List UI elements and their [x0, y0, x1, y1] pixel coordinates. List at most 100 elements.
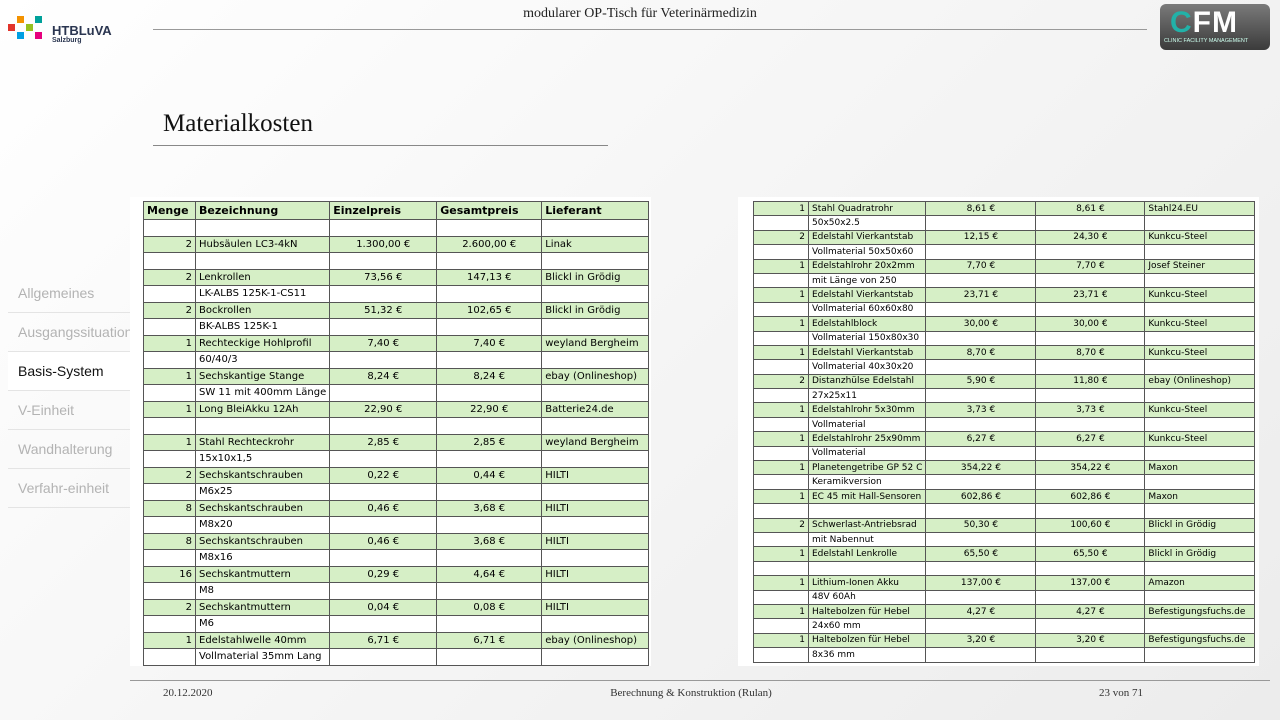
item-row: 2 Edelstahl Vierkantstab 12,15 €24,30 € Kun…: [753, 229, 1256, 246]
cell-detail: Keramikversion: [807, 474, 927, 490]
nav-item[interactable]: Wandhalterung: [8, 430, 130, 469]
cell-detail: [753, 531, 809, 548]
cell-detail: [436, 417, 543, 435]
cell-detail: [1035, 503, 1146, 519]
cell-lieferant: Blickl in Grödig: [1144, 517, 1256, 533]
cell-bezeichnung: Edelstahlrohr 25x90mm: [807, 431, 927, 447]
detail-row: 50x50x2.5: [753, 215, 1256, 231]
cell-menge: 1: [753, 546, 809, 562]
cell-detail: [329, 318, 438, 336]
cell-gesamtpreis: 6,27 €: [1035, 431, 1146, 447]
cell-detail: [1035, 359, 1146, 375]
cell-detail: Vollmaterial: [807, 445, 927, 462]
detail-row: 24x60 mm: [753, 618, 1256, 634]
cell-detail: [753, 215, 809, 231]
cell-detail: [436, 483, 543, 501]
column-header: Menge: [143, 201, 196, 220]
cell-einzelpreis: 51,32 €: [329, 301, 438, 319]
cell-lieferant: ebay (Onlineshop): [541, 631, 650, 649]
cell-einzelpreis: 30,00 €: [925, 316, 1037, 332]
cell-detail: 27x25x11: [807, 388, 927, 404]
detail-row: mit Länge von 250: [753, 272, 1256, 289]
cell-detail: [1035, 272, 1146, 289]
cell-gesamtpreis: 0,44 €: [436, 466, 543, 484]
cell-bezeichnung: Haltebolzen für Hebel: [807, 632, 927, 649]
cell-detail: [1035, 301, 1146, 318]
cell-einzelpreis: 5,90 €: [925, 373, 1037, 390]
cell-menge: 1: [753, 460, 809, 476]
detail-row: 8x36 mm: [753, 647, 1256, 663]
item-row: 1 Edelstahl Vierkantstab 23,71 €23,71 € Kun…: [753, 287, 1256, 303]
cell-einzelpreis: 8,70 €: [925, 344, 1037, 361]
cell-detail: [1144, 474, 1256, 490]
detail-row: SW 11 mit 400mm Länge: [143, 384, 650, 402]
cell-lieferant: Stahl24.EU: [1144, 200, 1256, 217]
cell-detail: [194, 417, 331, 435]
cell-gesamtpreis: 22,90 €: [436, 400, 543, 418]
cell-menge: 1: [143, 367, 196, 385]
cell-detail: M6: [194, 615, 331, 633]
cell-detail: [143, 483, 196, 501]
cell-detail: [753, 618, 809, 634]
cell-lieferant: ebay (Onlineshop): [1144, 373, 1256, 390]
cell-detail: 8x36 mm: [807, 647, 927, 663]
cell-detail: [1144, 647, 1256, 663]
nav-item[interactable]: Basis-System: [8, 352, 130, 391]
cell-bezeichnung: Haltebolzen für Hebel: [807, 603, 927, 620]
cell-bezeichnung: Sechskantige Stange: [194, 367, 331, 385]
detail-row: Vollmaterial: [753, 445, 1256, 462]
section-rule: [153, 145, 608, 146]
cell-lieferant: Blickl in Grödig: [1144, 546, 1256, 562]
cell-detail: [194, 252, 331, 270]
cell-detail: [329, 615, 438, 633]
cell-gesamtpreis: 11,80 €: [1035, 373, 1146, 390]
cell-detail: [329, 384, 438, 402]
cell-gesamtpreis: 8,70 €: [1035, 344, 1146, 361]
cell-menge: 1: [753, 402, 809, 418]
cell-lieferant: Blickl in Grödig: [541, 268, 650, 286]
cell-detail: [436, 549, 543, 567]
cell-detail: [925, 359, 1037, 375]
cell-detail: [925, 244, 1037, 260]
cell-detail: M8x20: [194, 516, 331, 534]
item-row: 1 Edelstahl Vierkantstab 8,70 €8,70 € Kunkc…: [753, 344, 1256, 361]
cell-bezeichnung: Edelstahl Lenkrolle: [807, 546, 927, 562]
cell-detail: [807, 503, 927, 519]
cell-lieferant: Kunkcu-Steel: [1144, 229, 1256, 246]
item-row: 2 Hubsäulen LC3-4kN 1.300,00 €2.600,00 € Li…: [143, 235, 650, 253]
cell-detail: [143, 582, 196, 600]
logo-htbluva: HTBLuVA Salzburg: [8, 14, 128, 50]
cell-detail: SW 11 mit 400mm Länge: [194, 384, 331, 402]
cell-gesamtpreis: 24,30 €: [1035, 229, 1146, 246]
nav: Allgemeines Ausgangssituation Basis-System…: [8, 274, 132, 508]
column-header: Gesamtpreis: [436, 201, 543, 220]
cell-detail: [143, 285, 196, 303]
cell-detail: [143, 516, 196, 534]
cell-bezeichnung: Sechskantmuttern: [194, 565, 331, 583]
cell-einzelpreis: 354,22 €: [925, 460, 1037, 476]
cell-detail: 50x50x2.5: [807, 215, 927, 231]
detail-row: M8: [143, 582, 650, 600]
cell-detail: Vollmaterial 150x80x30: [807, 330, 927, 346]
cell-detail: Vollmaterial 35mm Lang: [194, 648, 331, 666]
cell-gesamtpreis: 7,70 €: [1035, 258, 1146, 274]
cell-einzelpreis: 0,29 €: [329, 565, 438, 583]
cell-detail: mit Nabennut: [807, 531, 927, 548]
item-row: 2 Sechskantschrauben 0,22 €0,44 € HILTI: [143, 466, 650, 484]
table-right-panel: 1 Stahl Quadratrohr 8,61 €8,61 € Stahl24.EU…: [738, 197, 1259, 666]
detail-row: BK-ALBS 125K-1: [143, 318, 650, 336]
cell-detail: [1144, 215, 1256, 231]
nav-item[interactable]: Allgemeines: [8, 274, 130, 313]
cell-einzelpreis: 7,40 €: [329, 334, 438, 352]
cell-bezeichnung: Bockrollen: [194, 301, 331, 319]
item-row: 2 Sechskantmuttern 0,04 €0,08 € HILTI: [143, 598, 650, 616]
cell-menge: 1: [753, 344, 809, 361]
cell-detail: [436, 516, 543, 534]
cell-detail: [541, 384, 650, 402]
cell-einzelpreis: 22,90 €: [329, 400, 438, 418]
nav-item[interactable]: V-Einheit: [8, 391, 130, 430]
cell-detail: [753, 359, 809, 375]
cell-detail: [1144, 244, 1256, 260]
nav-item[interactable]: Verfahr-einheit: [8, 469, 130, 508]
nav-item[interactable]: Ausgangssituation: [8, 313, 132, 352]
